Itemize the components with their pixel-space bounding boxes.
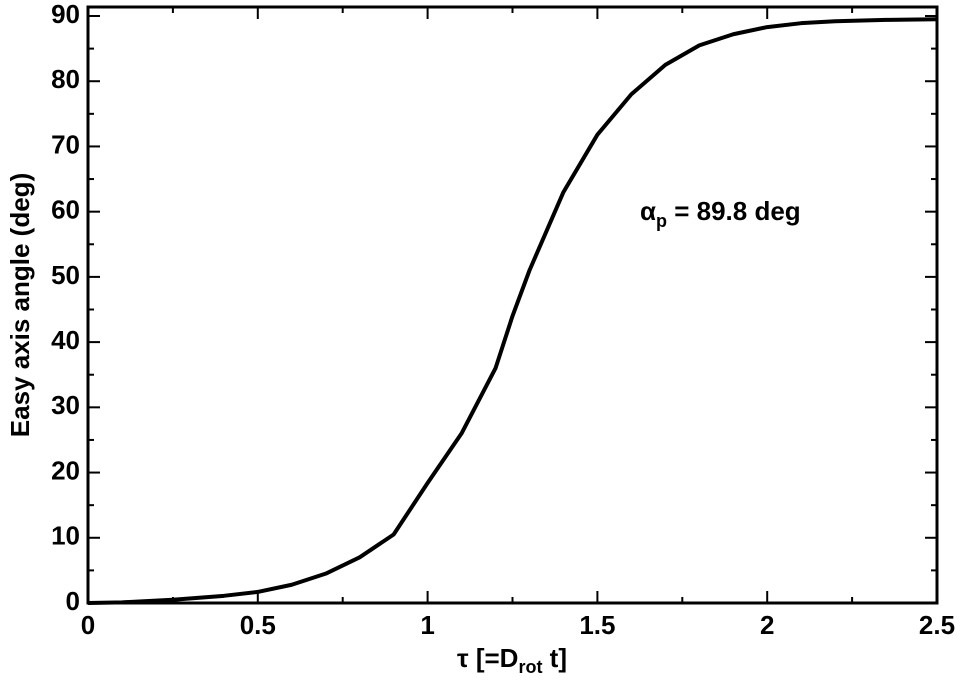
y-tick-label: 40 — [51, 325, 80, 355]
y-tick-label: 80 — [51, 64, 80, 94]
y-tick-label: 10 — [51, 521, 80, 551]
data-line — [87, 17, 938, 605]
x-tick-label: 0.5 — [240, 610, 276, 640]
x-tick-label: 1 — [420, 610, 434, 640]
x-tick-label: 0 — [81, 610, 95, 640]
x-axis-label: τ [=Drot t] — [457, 643, 567, 677]
y-tick-label: 70 — [51, 129, 80, 159]
plot-frame — [86, 5, 939, 605]
y-tick-label: 60 — [51, 195, 80, 225]
x-tick-label: 2 — [760, 610, 774, 640]
x-tick-label: 1.5 — [579, 610, 615, 640]
y-tick-label: 20 — [51, 455, 80, 485]
x-tick-label: 2.5 — [919, 610, 955, 640]
y-axis-label: Easy axis angle (deg) — [5, 173, 35, 437]
annotation: αp = 89.8 deg — [640, 196, 801, 231]
y-tick-label: 30 — [51, 390, 80, 420]
y-tick-label: 0 — [66, 586, 80, 616]
y-tick-label: 90 — [51, 0, 80, 29]
y-tick-label: 50 — [51, 260, 80, 290]
